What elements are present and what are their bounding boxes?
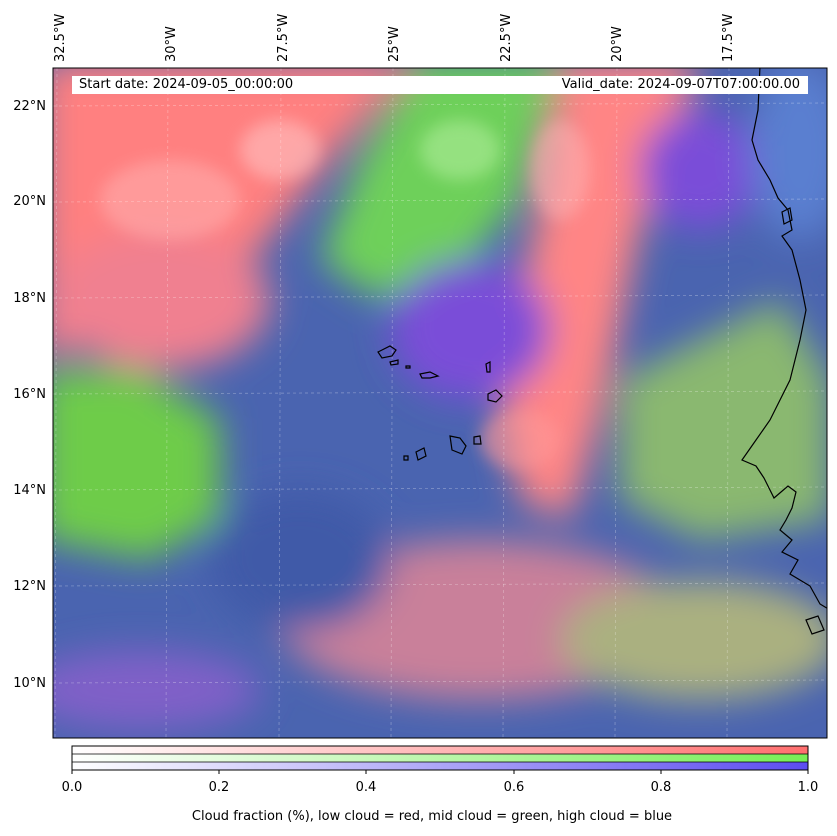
colorbar xyxy=(71,745,809,774)
colorbar-tick-label: 0.2 xyxy=(208,780,230,795)
latitude-label: 22°N xyxy=(13,99,46,114)
island-outlines xyxy=(377,345,503,461)
longitude-label: 30°W xyxy=(164,26,179,62)
coastline xyxy=(741,68,827,609)
colorbar-title: Cloud fraction (%), low cloud = red, mid… xyxy=(191,809,673,824)
longitude-label: 27.5°W xyxy=(276,13,291,62)
date-banner: Start date: 2024-09-05_00:00:00 Valid_da… xyxy=(72,76,808,94)
start-date-label: Start date: 2024-09-05_00:00:00 xyxy=(79,77,294,92)
longitude-label: 25°W xyxy=(387,26,402,62)
latitude-label: 20°N xyxy=(13,194,46,209)
longitude-label: 17.5°W xyxy=(721,13,736,62)
colorbar-tick-label: 0.4 xyxy=(355,780,377,795)
colorbar-high-cloud xyxy=(72,762,808,770)
valid-date-label: Valid_date: 2024-09-07T07:00:00.00 xyxy=(561,77,800,92)
latitude-label: 10°N xyxy=(13,676,46,691)
cloud-field xyxy=(53,68,827,738)
latitude-label: 16°N xyxy=(13,387,46,402)
colorbar-tick-label: 0.8 xyxy=(650,780,672,795)
map-frame xyxy=(52,67,828,739)
colorbar-low-cloud xyxy=(72,746,808,754)
colorbar-tick-label: 1.0 xyxy=(797,780,819,795)
longitude-label: 20°W xyxy=(610,26,625,62)
colorbar-tick-label: 0.6 xyxy=(503,780,525,795)
longitude-label: 32.5°W xyxy=(53,13,68,62)
longitude-label: 22.5°W xyxy=(499,13,514,62)
colorbar-mid-cloud xyxy=(72,754,808,762)
graticule xyxy=(53,68,827,738)
colorbar-tick-label: 0.0 xyxy=(61,780,83,795)
latitude-label: 14°N xyxy=(13,483,46,498)
latitude-label: 12°N xyxy=(13,579,46,594)
latitude-label: 18°N xyxy=(13,291,46,306)
